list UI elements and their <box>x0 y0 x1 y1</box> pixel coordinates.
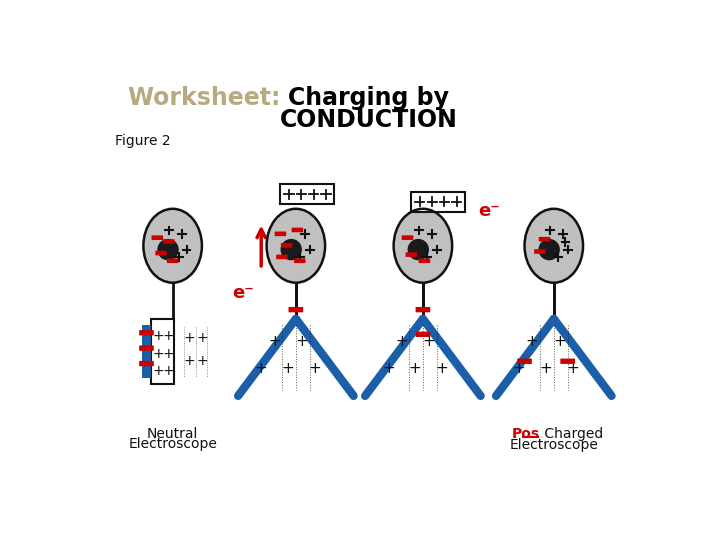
FancyBboxPatch shape <box>415 307 431 312</box>
FancyBboxPatch shape <box>289 307 303 312</box>
Text: e⁻: e⁻ <box>233 284 254 302</box>
Circle shape <box>158 240 178 260</box>
Text: +: + <box>554 334 567 349</box>
Text: +: + <box>423 334 436 349</box>
FancyBboxPatch shape <box>415 332 431 337</box>
FancyBboxPatch shape <box>139 361 154 366</box>
FancyBboxPatch shape <box>281 243 292 248</box>
Ellipse shape <box>394 209 452 283</box>
Text: +: + <box>153 364 165 378</box>
Bar <box>142 325 151 378</box>
Text: Charged: Charged <box>540 427 603 441</box>
Text: +: + <box>184 354 195 368</box>
Text: +: + <box>309 361 321 376</box>
FancyBboxPatch shape <box>151 235 163 240</box>
Text: +: + <box>255 361 268 376</box>
Text: Electroscope: Electroscope <box>509 438 598 453</box>
Circle shape <box>408 240 428 260</box>
Text: +: + <box>153 329 165 343</box>
Text: +: + <box>296 334 308 349</box>
Ellipse shape <box>266 209 325 283</box>
Text: +: + <box>382 361 395 376</box>
Text: Pos: Pos <box>512 427 540 441</box>
Text: +: + <box>395 334 408 349</box>
Text: +: + <box>162 347 174 361</box>
Text: e⁻: e⁻ <box>478 202 500 220</box>
FancyBboxPatch shape <box>281 184 334 204</box>
FancyBboxPatch shape <box>418 259 431 263</box>
Circle shape <box>282 240 301 260</box>
FancyBboxPatch shape <box>517 359 532 364</box>
Text: CONDUCTION: CONDUCTION <box>280 108 458 132</box>
Text: +: + <box>409 361 422 376</box>
FancyBboxPatch shape <box>139 346 154 351</box>
FancyBboxPatch shape <box>402 235 413 240</box>
Text: Worksheet:: Worksheet: <box>127 86 288 110</box>
Text: +: + <box>540 361 552 376</box>
Text: +: + <box>282 361 294 376</box>
Text: Charging by: Charging by <box>288 86 449 110</box>
Text: +: + <box>526 334 539 349</box>
Text: +: + <box>436 361 449 376</box>
Text: +: + <box>162 364 174 378</box>
FancyBboxPatch shape <box>560 359 575 364</box>
Text: +: + <box>162 329 174 343</box>
FancyBboxPatch shape <box>292 228 303 232</box>
Text: +: + <box>513 361 526 376</box>
FancyBboxPatch shape <box>156 251 167 255</box>
Text: +: + <box>268 334 281 349</box>
FancyBboxPatch shape <box>411 192 465 212</box>
FancyBboxPatch shape <box>534 249 546 254</box>
Text: Figure 2: Figure 2 <box>115 134 171 148</box>
Text: +: + <box>184 331 195 345</box>
Circle shape <box>539 240 559 260</box>
Bar <box>151 319 174 384</box>
Text: +: + <box>196 354 208 368</box>
Text: Electroscope: Electroscope <box>128 437 217 451</box>
FancyBboxPatch shape <box>539 237 550 241</box>
Ellipse shape <box>143 209 202 283</box>
FancyBboxPatch shape <box>276 254 288 259</box>
FancyBboxPatch shape <box>167 259 179 263</box>
Text: +: + <box>153 347 165 361</box>
FancyBboxPatch shape <box>274 232 287 236</box>
FancyBboxPatch shape <box>294 259 305 263</box>
Text: Neutral: Neutral <box>147 427 198 441</box>
Text: +: + <box>567 361 580 376</box>
FancyBboxPatch shape <box>405 252 417 257</box>
FancyBboxPatch shape <box>139 330 154 335</box>
FancyBboxPatch shape <box>163 239 174 244</box>
Ellipse shape <box>525 209 583 283</box>
Text: +: + <box>196 331 208 345</box>
